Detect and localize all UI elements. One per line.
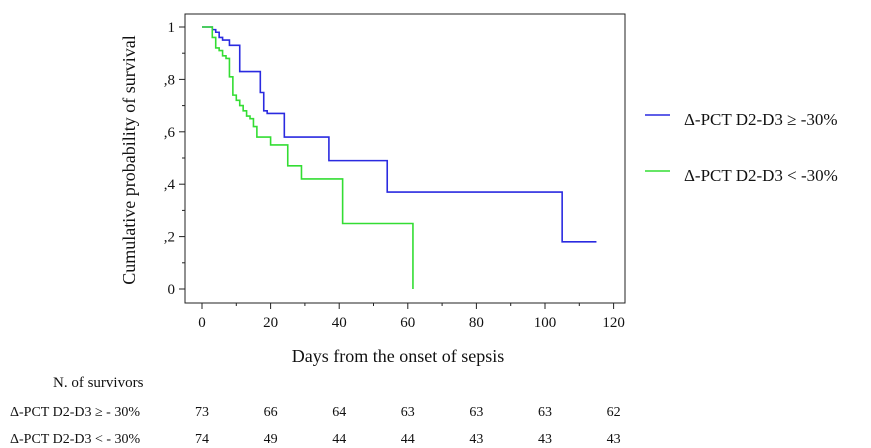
survivors-row-label: Δ-PCT D2-D3 < - 30% — [10, 432, 141, 447]
plot-frame — [184, 13, 626, 304]
survivors-count: 49 — [263, 432, 278, 447]
legend-label: Δ-PCT D2-D3 < -30% — [684, 166, 838, 185]
survivors-table: N. of survivors Δ-PCT D2-D3 ≥ - 30% 73 66 6… — [0, 372, 871, 447]
x-tick-label: 40 — [332, 315, 347, 331]
y-axis: 0 ,2 ,4 ,6 ,8 1 — [164, 20, 185, 298]
survivors-count: 44 — [400, 432, 415, 447]
plot-border — [184, 13, 626, 304]
y-axis-title: Cumulative probability of survival — [119, 35, 139, 284]
survivors-count: 43 — [469, 432, 484, 447]
survivors-count: 43 — [606, 432, 621, 447]
survivors-count: 43 — [538, 432, 552, 447]
legend-label: Δ-PCT D2-D3 ≥ -30% — [684, 110, 838, 129]
survivors-count: 73 — [195, 405, 209, 420]
y-tick-label: ,6 — [164, 125, 176, 141]
survivors-count: 63 — [538, 405, 552, 420]
survivors-count: 62 — [606, 405, 621, 420]
y-tick-label: 0 — [168, 282, 176, 298]
x-tick-label: 60 — [400, 315, 415, 331]
y-tick-label: ,2 — [164, 230, 175, 246]
survivors-count: 64 — [332, 405, 347, 420]
x-tick-label: 0 — [198, 315, 206, 331]
survivors-count: 63 — [469, 405, 484, 420]
x-axis-title: Days from the onset of sepsis — [292, 346, 504, 366]
survival-chart: 0 ,2 ,4 ,6 ,8 1 0 20 40 60 80 100 120 Δ-PCT D2-D3 ≥… — [119, 13, 838, 366]
x-tick-label: 80 — [469, 315, 484, 331]
survivors-row-label: Δ-PCT D2-D3 ≥ - 30% — [10, 405, 140, 420]
survival-curve-high — [202, 26, 597, 243]
survival-curve-low — [202, 26, 414, 289]
x-tick-label: 120 — [602, 315, 625, 331]
y-tick-label: ,8 — [164, 72, 175, 88]
series-lines — [202, 26, 597, 289]
y-tick-label: ,4 — [164, 177, 176, 193]
survivors-count: 74 — [195, 432, 209, 447]
legend: Δ-PCT D2-D3 ≥ -30% Δ-PCT D2-D3 < -30% — [645, 110, 838, 185]
x-tick-label: 20 — [263, 315, 278, 331]
survivors-count: 44 — [332, 432, 347, 447]
x-tick-label: 100 — [534, 315, 557, 331]
survivors-count: 66 — [263, 405, 278, 420]
y-tick-label: 1 — [168, 20, 176, 36]
survivors-count: 63 — [400, 405, 415, 420]
survivors-table-title: N. of survivors — [53, 375, 144, 391]
x-axis: 0 20 40 60 80 100 120 — [198, 303, 625, 331]
